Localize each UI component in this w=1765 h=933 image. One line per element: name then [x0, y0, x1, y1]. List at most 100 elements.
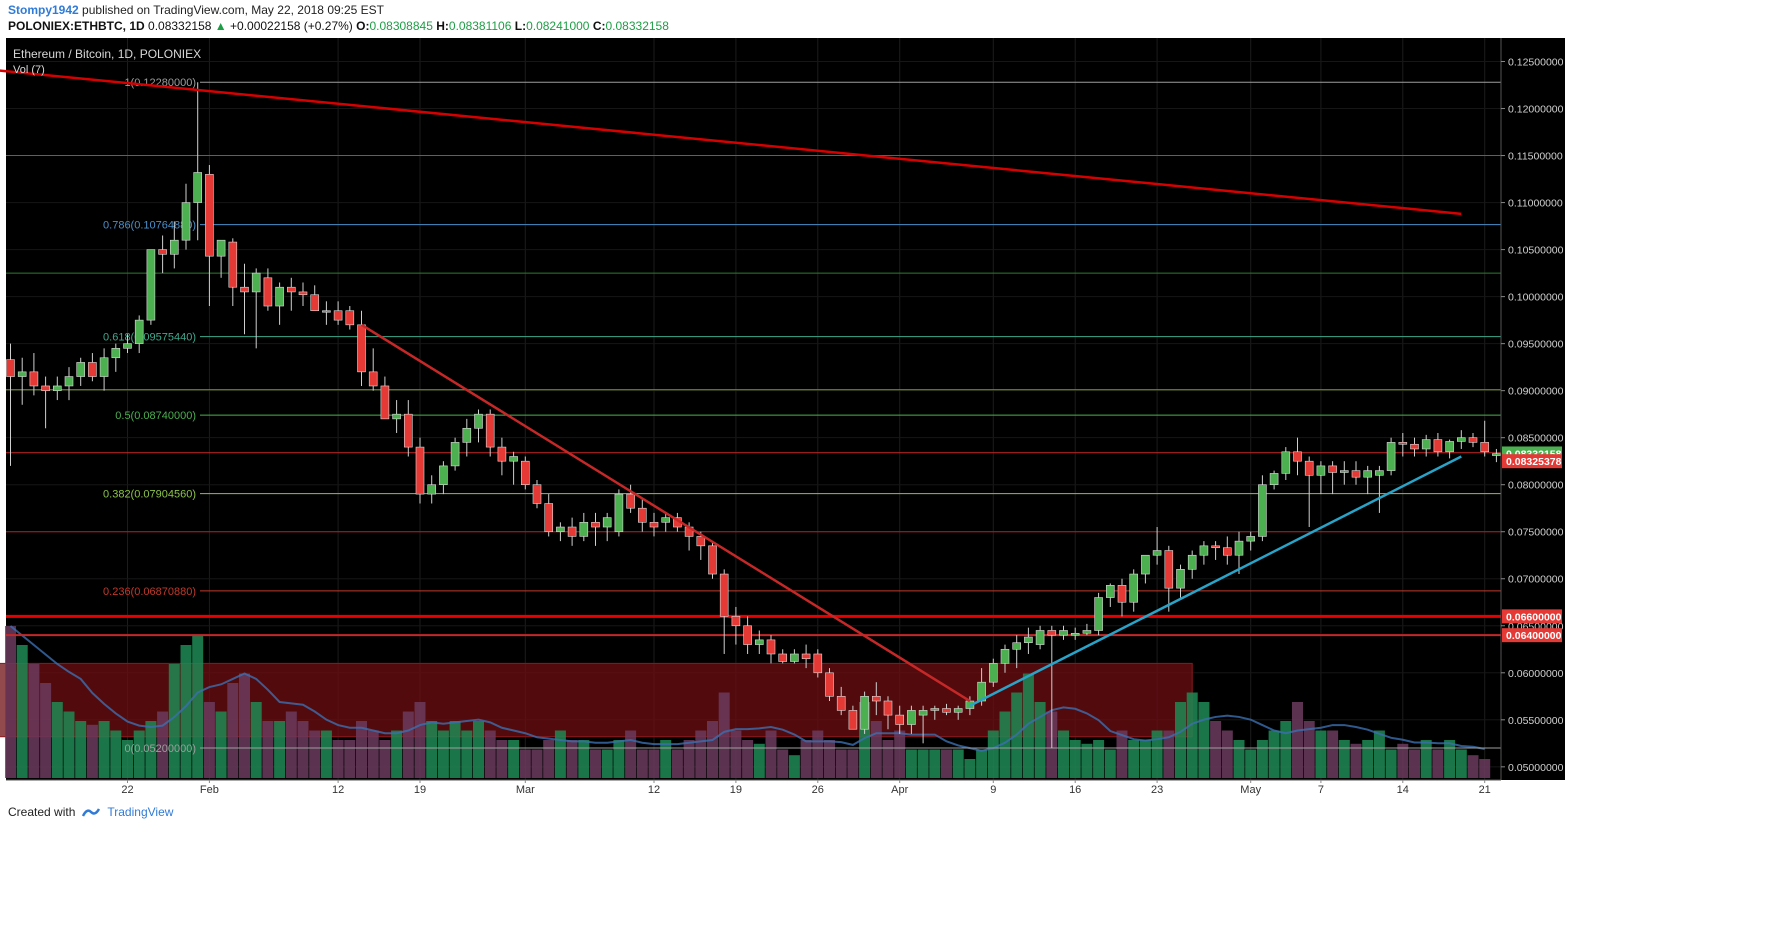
volume-bar — [426, 721, 438, 778]
tradingview-link[interactable]: TradingView — [107, 805, 174, 819]
candle-down — [801, 653, 811, 659]
candle-down — [333, 310, 343, 321]
time-tick-label: 19 — [414, 784, 426, 796]
candle-down — [532, 484, 542, 504]
volume-bar — [379, 740, 391, 778]
volume-bar — [1338, 740, 1350, 778]
fib-level-label: 0.786(0.10764880) — [103, 220, 196, 232]
candle-up — [146, 249, 156, 321]
volume-bar — [157, 711, 169, 778]
volume-bar — [1350, 743, 1362, 778]
volume-bar — [414, 702, 426, 778]
candle-down — [1223, 547, 1232, 556]
candle-up — [1129, 573, 1138, 603]
up-arrow-icon: ▲ — [214, 19, 227, 33]
candle-down — [1164, 550, 1174, 589]
volume-bar — [824, 740, 835, 778]
volume-bar — [718, 692, 730, 778]
volume-bar — [590, 749, 601, 778]
price-tick-label: 0.12000000 — [1508, 104, 1564, 116]
volume-bar — [835, 749, 847, 778]
trendline — [969, 455, 1462, 707]
volume-bar — [215, 711, 227, 778]
candle-down — [41, 385, 50, 391]
price-tick-label: 0.10000000 — [1508, 292, 1564, 304]
volume-bar — [613, 740, 625, 778]
volume-bar — [987, 730, 999, 778]
volume-bar — [402, 711, 414, 778]
volume-bar — [250, 702, 262, 778]
volume-bar — [75, 721, 87, 778]
price-tick-label: 0.09500000 — [1508, 339, 1564, 351]
volume-bar — [543, 740, 555, 778]
volume-bar — [356, 721, 367, 778]
volume-bar — [683, 740, 695, 778]
volume-bar — [1256, 740, 1268, 778]
volume-bar — [461, 730, 473, 778]
volume-bar — [999, 711, 1011, 778]
price-axis-background — [1501, 38, 1565, 780]
volume-bar — [1397, 743, 1409, 778]
fib-level-label: 0(0.05200000) — [124, 743, 196, 755]
price-tick-label: 0.06000000 — [1508, 668, 1564, 680]
price-tick-label: 0.08500000 — [1508, 433, 1564, 445]
volume-bar — [133, 730, 145, 778]
candle-down — [357, 324, 366, 373]
time-tick-label: 12 — [648, 784, 660, 796]
volume-bar — [484, 730, 496, 778]
candle-up — [99, 357, 109, 377]
candle-up — [1246, 536, 1255, 542]
volume-bar — [578, 740, 590, 778]
publish-info: Stompy1942 published on TradingView.com,… — [8, 3, 384, 17]
chart-title: Ethereum / Bitcoin, 1D, POLONIEX — [13, 47, 201, 61]
volume-bar — [16, 645, 28, 778]
volume-bar — [952, 749, 964, 778]
candle-down — [942, 708, 951, 713]
volume-bar — [309, 730, 321, 778]
candle-up — [1035, 630, 1045, 645]
candle-down — [895, 714, 905, 725]
candle-down — [310, 294, 320, 312]
volume-bar — [192, 635, 204, 778]
volume-bar — [1139, 740, 1151, 778]
candle-up — [579, 522, 589, 537]
author-link[interactable]: Stompy1942 — [8, 3, 79, 17]
volume-bar — [98, 721, 110, 778]
volume-bar — [320, 730, 332, 778]
volume-bar — [905, 749, 917, 778]
candle-up — [275, 286, 284, 307]
candle-down — [263, 277, 273, 307]
candle-down — [813, 653, 823, 674]
candle-down — [731, 616, 741, 627]
candle-up — [754, 639, 764, 645]
volume-bar — [660, 740, 672, 778]
candle-down — [848, 710, 858, 730]
time-tick-label: May — [1240, 784, 1261, 796]
price-chart[interactable]: 1(0.12280000) 0.786(0.10764880) 0.618(0.09… — [0, 0, 1765, 800]
time-tick-label: 14 — [1397, 784, 1409, 796]
volume-bar — [859, 702, 871, 778]
volume-bar — [473, 721, 484, 778]
volume-bar — [753, 743, 765, 778]
volume-bar — [145, 721, 157, 778]
volume-bar — [765, 730, 777, 778]
candle-up — [1363, 470, 1372, 478]
volume-bar — [168, 664, 180, 778]
price-tag-label: 0.08325378 — [1506, 456, 1562, 468]
price-tick-label: 0.12500000 — [1508, 57, 1564, 69]
tradingview-logo-icon — [82, 808, 101, 817]
volume-bar — [1420, 740, 1432, 778]
candle-up — [111, 348, 121, 359]
volume-bar — [239, 673, 250, 778]
volume-bar — [894, 730, 906, 778]
chart-background — [6, 38, 1501, 780]
volume-bar — [1186, 692, 1198, 778]
candle-up — [1106, 585, 1115, 598]
volume-bar — [1444, 740, 1456, 778]
candle-up — [1340, 470, 1349, 473]
fib-level-label: 1(0.12280000) — [124, 77, 196, 89]
footer: Created with TradingView — [8, 805, 173, 819]
price-tag-box — [1502, 609, 1562, 624]
candle-up — [474, 413, 483, 429]
candle-down — [403, 413, 413, 448]
